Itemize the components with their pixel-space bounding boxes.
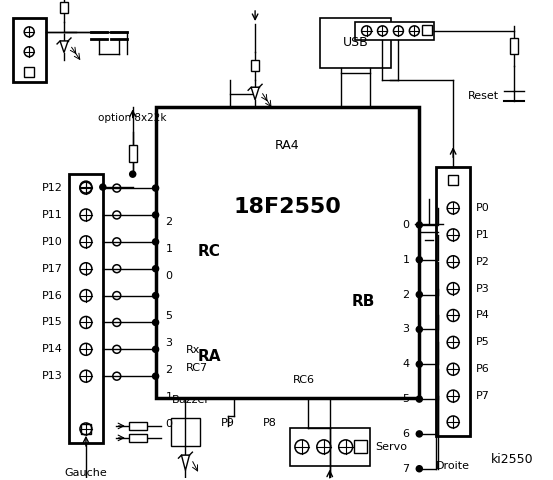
Text: 6: 6 (403, 429, 409, 439)
Circle shape (416, 222, 422, 228)
Bar (81, 424, 91, 434)
Circle shape (416, 291, 422, 298)
Text: P14: P14 (42, 344, 63, 354)
Circle shape (416, 326, 422, 332)
Polygon shape (60, 41, 68, 53)
Text: P12: P12 (42, 183, 63, 193)
Circle shape (130, 171, 135, 177)
Bar (353, 440, 367, 453)
Bar (510, 38, 518, 54)
Text: P2: P2 (476, 257, 490, 267)
Bar (170, 418, 200, 446)
Text: 0: 0 (165, 419, 173, 429)
Bar (320, 18, 392, 68)
Text: 0: 0 (165, 271, 173, 281)
Circle shape (100, 184, 106, 190)
Text: Gauche: Gauche (65, 468, 107, 478)
Text: P10: P10 (42, 237, 63, 247)
Text: P0: P0 (476, 203, 490, 213)
Circle shape (416, 431, 422, 437)
Text: 5: 5 (403, 394, 409, 404)
Text: P8: P8 (263, 418, 277, 428)
Circle shape (416, 257, 422, 263)
Text: P1: P1 (476, 230, 490, 240)
Circle shape (153, 320, 159, 325)
Text: 7: 7 (402, 464, 409, 474)
Text: RB: RB (351, 294, 374, 309)
Bar (155, 108, 419, 398)
Text: 3: 3 (403, 324, 409, 335)
Text: P15: P15 (42, 317, 63, 327)
Circle shape (153, 239, 159, 245)
Text: 1: 1 (403, 255, 409, 265)
Text: Rx: Rx (185, 345, 200, 355)
Text: P6: P6 (476, 364, 490, 374)
Text: option 8x22k: option 8x22k (98, 113, 167, 123)
Circle shape (153, 293, 159, 299)
Text: P13: P13 (42, 371, 63, 381)
Text: RA: RA (197, 349, 221, 364)
Text: RC6: RC6 (293, 375, 315, 385)
Circle shape (153, 373, 159, 379)
Bar (129, 422, 147, 430)
Text: P17: P17 (42, 264, 63, 274)
Polygon shape (251, 87, 259, 100)
Text: Reset: Reset (468, 91, 499, 100)
Text: ki2550: ki2550 (491, 453, 534, 466)
Text: Servo: Servo (375, 442, 408, 452)
Text: 18F2550: 18F2550 (233, 197, 341, 217)
Text: 2: 2 (165, 365, 173, 375)
Circle shape (153, 347, 159, 352)
Bar (24, 67, 34, 77)
Text: 4: 4 (402, 359, 409, 369)
Text: P5: P5 (476, 337, 490, 348)
Text: 2: 2 (402, 289, 409, 300)
Circle shape (416, 466, 422, 472)
Text: P7: P7 (476, 391, 490, 401)
Text: 5: 5 (165, 312, 173, 322)
Circle shape (153, 185, 159, 191)
Polygon shape (181, 455, 190, 470)
Text: P3: P3 (476, 284, 490, 294)
Bar (129, 434, 147, 442)
Bar (290, 428, 369, 466)
Text: RA4: RA4 (275, 139, 300, 152)
Text: 3: 3 (165, 338, 173, 348)
Text: P9: P9 (221, 418, 235, 428)
Text: 2: 2 (165, 217, 173, 227)
Bar (354, 22, 434, 40)
Bar (129, 145, 137, 162)
Text: P16: P16 (42, 290, 63, 300)
Text: RC7: RC7 (185, 363, 207, 373)
Bar (69, 174, 103, 443)
Text: Buzzer: Buzzer (171, 395, 210, 405)
Circle shape (153, 212, 159, 218)
Text: P11: P11 (42, 210, 63, 220)
Bar (422, 25, 432, 35)
Text: RC: RC (197, 244, 220, 259)
Text: 0: 0 (403, 220, 409, 230)
Text: Droite: Droite (436, 461, 470, 471)
Bar (436, 167, 470, 436)
Circle shape (416, 361, 422, 367)
Bar (448, 175, 458, 185)
Text: 1: 1 (165, 244, 173, 254)
Circle shape (416, 396, 422, 402)
Text: P4: P4 (476, 311, 490, 321)
Text: USB: USB (343, 36, 368, 49)
Bar (251, 60, 259, 71)
Bar (13, 18, 46, 82)
Bar (60, 2, 68, 13)
Circle shape (153, 266, 159, 272)
Text: 1: 1 (165, 392, 173, 402)
